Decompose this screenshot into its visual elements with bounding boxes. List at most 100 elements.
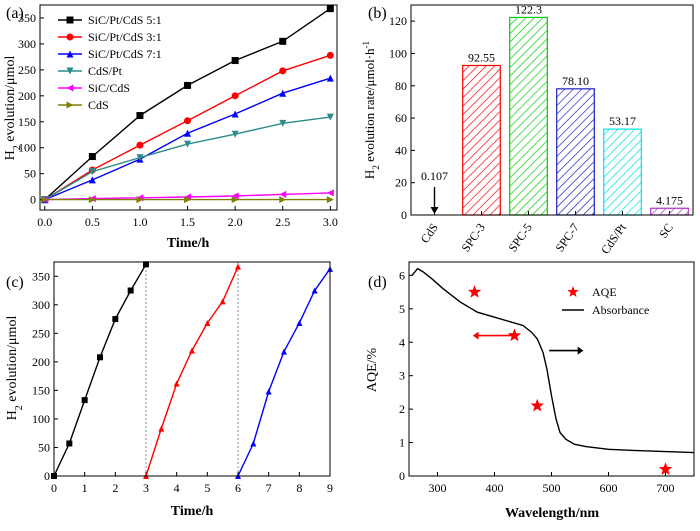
panel-a-data-point xyxy=(231,130,239,138)
panel-a-data-point xyxy=(184,129,192,137)
panel-c-data-point xyxy=(204,320,211,327)
panel-d-legend-label: AQE xyxy=(592,285,617,299)
panel-b-bar xyxy=(603,128,642,216)
panel-b-y-tick-label: 20 xyxy=(395,176,407,190)
panel-c-x-tick-label: 6 xyxy=(235,481,241,495)
panel-c-data-point xyxy=(281,348,287,355)
panel-a-data-point xyxy=(231,92,239,100)
right-arrow-icon xyxy=(577,346,584,355)
panel-d-x-tick-label: 500 xyxy=(543,481,561,495)
panel-c-data-point xyxy=(219,298,226,305)
panel-d-legend-star xyxy=(567,286,579,297)
panel-c-data-point xyxy=(127,287,134,294)
panel-b-y-tick-label: 80 xyxy=(395,79,407,93)
panel-a-legend-marker xyxy=(66,50,74,58)
panel-b-ylabel: H2 evolution rate/μmol·h-1 xyxy=(361,41,381,179)
panel-a-data-point xyxy=(184,81,192,89)
panel-c-data-point xyxy=(296,320,303,327)
panel-b-data-label: 0.107 xyxy=(421,169,448,183)
panel-b-bar xyxy=(650,207,689,216)
panel-a-data-point xyxy=(184,140,192,148)
panel-a-x-tick-label: 1.0 xyxy=(132,215,147,229)
panel-a-data-point xyxy=(279,190,287,198)
panel-c-y-tick-label: 350 xyxy=(32,269,50,283)
panel-a-data-point xyxy=(88,153,96,161)
panel-a-legend-marker xyxy=(66,16,74,24)
panel-d-ylabel: AQE/% xyxy=(365,348,380,393)
panel-d-x-tick-label: 300 xyxy=(429,481,447,495)
panel-d-legend: AQE Absorbance xyxy=(562,285,649,317)
panel-a-data-point xyxy=(136,141,144,149)
panel-b-data-label: 78.10 xyxy=(562,74,589,88)
panel-b-data-label: 122.3 xyxy=(515,2,542,16)
panel-d-label: (d) xyxy=(368,274,387,291)
panel-c-x-tick-label: 7 xyxy=(266,481,272,495)
panel-d-aqe-star xyxy=(507,328,522,342)
panel-c-data-point xyxy=(311,287,318,294)
panel-d-y-tick-label: 0 xyxy=(399,469,405,483)
panel-c-y-tick-label: 50 xyxy=(38,440,50,454)
panel-b-category-label: SPC-3 xyxy=(459,221,488,255)
panel-c-y-tick-label: 200 xyxy=(32,355,50,369)
panel-b-label: (b) xyxy=(368,5,387,22)
panel-a-legend-marker xyxy=(66,33,74,41)
panel-c-data-point xyxy=(81,397,88,404)
panel-a-data-point xyxy=(88,176,96,184)
panel-d-xlabel: Wavelength/nm xyxy=(505,506,599,521)
panel-a-plot-frame xyxy=(39,4,338,211)
panel-b-data-label: 4.175 xyxy=(656,193,683,207)
panel-b-bar-chart: 0 20 40 60 80 100 120 CdS SPC-3 SPC-5 SPC-7 CdS/Pt S… xyxy=(361,2,694,257)
panel-c-data-point xyxy=(250,440,257,447)
panel-c-ylabel: H2 evolution/μmol xyxy=(5,316,25,421)
panel-c-y-tick-label: 0 xyxy=(44,469,50,483)
panel-c-x-tick-label: 5 xyxy=(204,481,210,495)
panel-a-data-point xyxy=(184,117,192,125)
panel-c-series-line xyxy=(145,266,239,477)
panel-a-x-tick-label: 1.5 xyxy=(180,215,195,229)
panel-d-plot-frame xyxy=(408,261,695,477)
panel-d-x-tick-label: 600 xyxy=(600,481,618,495)
panel-a-data-point xyxy=(326,74,334,82)
panel-a-legend-label: SiC/Pt/CdS 3:1 xyxy=(88,30,162,44)
panel-c-x-tick-label: 8 xyxy=(296,481,302,495)
panel-b-bar xyxy=(462,64,501,216)
down-arrow-icon xyxy=(430,207,439,214)
panel-b-data-label: 53.17 xyxy=(609,114,636,128)
panel-a-x-tick-label: 3.0 xyxy=(323,215,338,229)
panel-d-legend-label: Absorbance xyxy=(592,303,649,317)
panel-a-legend-label: SiC/CdS xyxy=(88,81,130,95)
panel-a-data-point xyxy=(41,196,49,204)
panel-d-aqe-star xyxy=(467,285,482,298)
panel-d-y-tick-label: 4 xyxy=(399,335,405,349)
panel-d-y-tick-label: 5 xyxy=(399,302,405,316)
panel-a-y-tick-label: 150 xyxy=(18,115,36,129)
panel-a-xlabel: Time/h xyxy=(167,236,210,251)
panel-c-x-tick-label: 2 xyxy=(112,481,118,495)
panel-d-y-tick-label: 3 xyxy=(399,369,405,383)
panel-a-y-tick-label: 300 xyxy=(18,37,36,51)
panel-a-data-point xyxy=(88,196,96,204)
panel-a-legend-marker xyxy=(66,101,74,109)
panel-d-y-tick-label: 1 xyxy=(399,436,405,450)
panel-d-scatter-chart: 300 400 500 600 700 0 1 2 3 4 5 6 Wavelength/nm AQE… xyxy=(365,261,695,521)
panel-c-x-tick-label: 1 xyxy=(82,481,88,495)
panel-b-category-label: CdS xyxy=(418,221,441,246)
panel-d-y-tick-label: 6 xyxy=(399,268,405,282)
panel-a-data-point xyxy=(231,192,239,200)
panel-a-legend-marker xyxy=(66,84,74,92)
panel-a-data-point xyxy=(279,89,287,97)
panel-a-data-point xyxy=(184,196,192,204)
panel-a-legend-marker xyxy=(66,67,74,75)
panel-c-y-tick-label: 250 xyxy=(32,326,50,340)
panel-a-x-tick-label: 0.0 xyxy=(37,215,52,229)
panel-b-y-tick-label: 60 xyxy=(395,111,407,125)
panel-a-data-point xyxy=(231,110,239,118)
panel-a-data-point xyxy=(231,196,239,204)
panel-c-label: (c) xyxy=(6,274,24,291)
panel-c-data-point xyxy=(173,380,180,387)
panel-b-bar xyxy=(509,16,548,216)
panel-a-y-tick-label: 0 xyxy=(30,193,36,207)
panel-a-data-point xyxy=(136,154,144,162)
panel-a-y-tick-label: 350 xyxy=(18,11,36,25)
panel-b-plot-frame xyxy=(410,4,694,216)
